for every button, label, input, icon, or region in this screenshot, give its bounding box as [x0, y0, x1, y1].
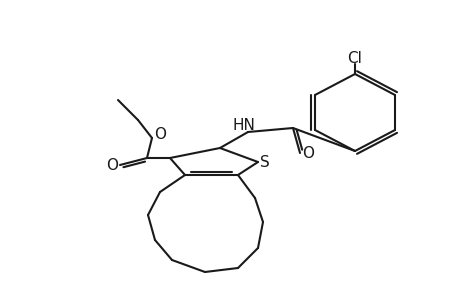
- Text: O: O: [106, 158, 118, 172]
- Text: Cl: Cl: [347, 50, 362, 65]
- Text: O: O: [154, 127, 166, 142]
- Text: S: S: [259, 154, 269, 169]
- Text: O: O: [302, 146, 313, 160]
- Text: HN: HN: [232, 118, 255, 133]
